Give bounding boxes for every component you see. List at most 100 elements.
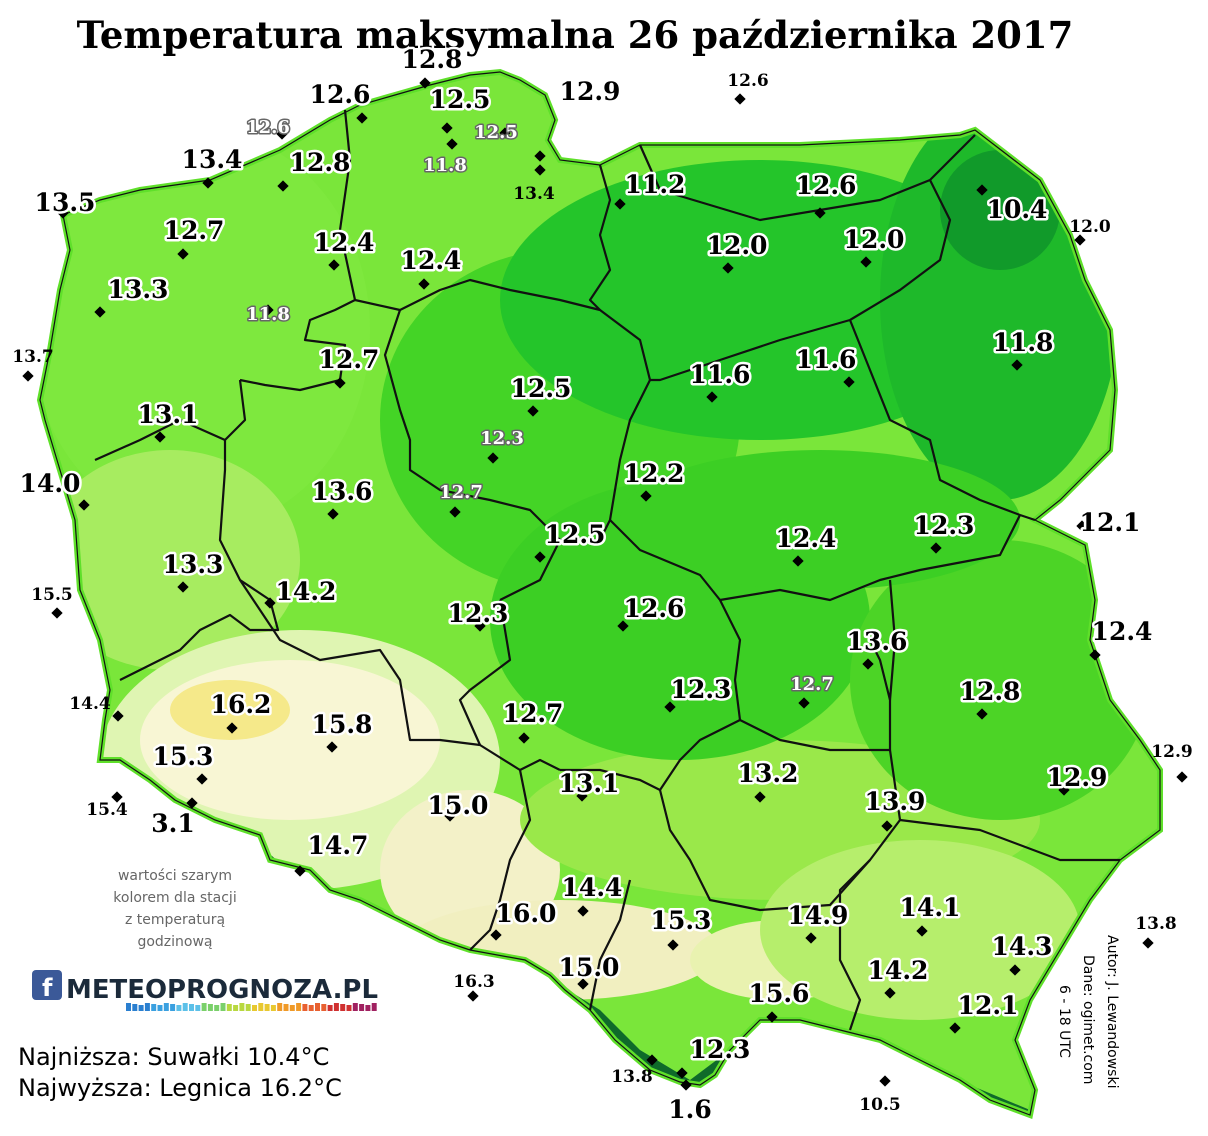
station: 14.2 bbox=[264, 575, 339, 609]
station-marker bbox=[949, 1022, 961, 1034]
station: 12.9 bbox=[534, 75, 623, 162]
station: 1.6 bbox=[666, 1079, 714, 1127]
station-marker bbox=[294, 865, 306, 877]
station-marker bbox=[930, 542, 942, 554]
station-marker bbox=[202, 177, 214, 189]
logo-bar-segment bbox=[132, 1004, 138, 1011]
station: 12.7 bbox=[500, 697, 566, 744]
station-temperature: 12.0 bbox=[1069, 217, 1111, 237]
station: 12.4 bbox=[773, 522, 839, 567]
station: 16.3 bbox=[453, 972, 495, 1002]
station-temperature: 12.6 bbox=[246, 117, 290, 138]
logo-bar-segment bbox=[126, 1003, 131, 1011]
station-temperature: 12.3 bbox=[480, 428, 524, 449]
station: 13.9 bbox=[862, 785, 928, 832]
station-marker bbox=[577, 978, 589, 990]
station-marker bbox=[327, 508, 339, 520]
station: 13.5 bbox=[32, 186, 98, 220]
logo-bar-segment bbox=[270, 1005, 276, 1011]
station: 13.4 bbox=[179, 143, 245, 189]
station: 12.5 bbox=[534, 518, 608, 563]
station: 13.8 bbox=[1135, 914, 1177, 949]
station: 10.5 bbox=[859, 1075, 901, 1115]
station-temperature: 12.7 bbox=[790, 674, 834, 695]
station-temperature: 14.3 bbox=[992, 932, 1053, 961]
station: 14.3 bbox=[989, 930, 1055, 976]
station: 12.8 bbox=[957, 675, 1023, 720]
meteoprognoza-logo[interactable]: f METEOPROGNOZA.PL bbox=[32, 970, 378, 1011]
station-temperature: 12.4 bbox=[1092, 617, 1153, 646]
facebook-icon[interactable] bbox=[32, 970, 62, 1000]
station: 12.7 bbox=[438, 481, 484, 518]
station-temperature: 12.8 bbox=[960, 677, 1021, 706]
station-marker bbox=[534, 164, 546, 176]
station: 13.4 bbox=[513, 164, 555, 204]
station-temperature: 15.5 bbox=[31, 585, 72, 605]
station-temperature: 1.6 bbox=[668, 1095, 712, 1124]
station: 12.1 bbox=[1076, 506, 1143, 540]
station: 12.6 bbox=[617, 592, 687, 632]
station-marker bbox=[1011, 359, 1023, 371]
logo-bar-segment bbox=[214, 1005, 220, 1011]
station-temperature: 12.1 bbox=[958, 991, 1019, 1020]
station-temperature: 12.8 bbox=[290, 148, 351, 177]
logo-bar-segment bbox=[315, 1003, 320, 1011]
station: 11.8 bbox=[422, 138, 468, 178]
station-temperature: 13.8 bbox=[611, 1067, 652, 1087]
station: 12.0 bbox=[704, 229, 770, 274]
station-temperature: 12.7 bbox=[503, 699, 564, 728]
station-marker bbox=[1058, 784, 1070, 796]
station: 12.7 bbox=[789, 673, 835, 709]
logo-bar-segment bbox=[195, 1005, 201, 1011]
note-line: z temperaturą bbox=[125, 912, 225, 928]
station-temperature: 12.1 bbox=[1080, 508, 1141, 537]
station: 14.0 bbox=[17, 467, 90, 511]
station-temperature: 12.5 bbox=[511, 374, 572, 403]
station-temperature: 13.7 bbox=[12, 347, 53, 367]
logo-bar-segment bbox=[296, 1003, 302, 1011]
station-marker bbox=[1176, 771, 1188, 783]
station-temperature: 11.6 bbox=[796, 345, 857, 374]
station: 12.4 bbox=[398, 244, 464, 290]
station-marker bbox=[277, 180, 289, 192]
station-temperature: 11.6 bbox=[690, 360, 751, 389]
station-marker bbox=[1142, 937, 1154, 949]
station-temperature: 12.4 bbox=[314, 228, 375, 257]
station: 15.5 bbox=[31, 585, 73, 619]
station-temperature: 13.8 bbox=[1135, 914, 1176, 934]
station-marker bbox=[879, 1075, 891, 1087]
station: 13.1 bbox=[135, 398, 201, 443]
station-marker bbox=[792, 555, 804, 567]
station-temperature: 12.6 bbox=[310, 80, 371, 109]
logo-bar-segment bbox=[321, 1004, 327, 1011]
station-temperature: 12.9 bbox=[560, 77, 621, 106]
station: 15.4 bbox=[86, 791, 128, 820]
note-line: godzinową bbox=[137, 934, 212, 950]
station-temperature: 13.1 bbox=[559, 769, 620, 798]
station-marker bbox=[418, 278, 430, 290]
station-temperature: 15.3 bbox=[153, 742, 214, 771]
station-temperature: 11.8 bbox=[246, 304, 290, 325]
station-marker bbox=[1076, 520, 1088, 532]
logo-bar-segment bbox=[207, 1004, 213, 1011]
station: 12.2 bbox=[621, 457, 687, 502]
station-marker bbox=[51, 607, 63, 619]
credit-hours: 6 - 18 UTC bbox=[1056, 985, 1072, 1058]
station: 11.6 bbox=[687, 358, 753, 403]
station: 12.0 bbox=[841, 223, 907, 268]
logo-bar-segment bbox=[289, 1005, 295, 1011]
station: 12.5 bbox=[427, 83, 493, 134]
station-marker bbox=[328, 259, 340, 271]
station-temperature: 14.0 bbox=[20, 469, 81, 498]
logo-bar-segment bbox=[170, 1004, 176, 1011]
station-marker bbox=[534, 150, 546, 162]
station-marker bbox=[916, 925, 928, 937]
station-marker bbox=[667, 939, 679, 951]
station: 12.6 bbox=[793, 169, 859, 219]
station: 12.3 bbox=[664, 673, 734, 713]
station: 13.1 bbox=[556, 767, 622, 802]
logo-color-bar bbox=[126, 1003, 377, 1011]
logo-bar-segment bbox=[283, 1004, 289, 1011]
station-marker bbox=[754, 791, 766, 803]
station-temperature: 12.3 bbox=[914, 511, 975, 540]
